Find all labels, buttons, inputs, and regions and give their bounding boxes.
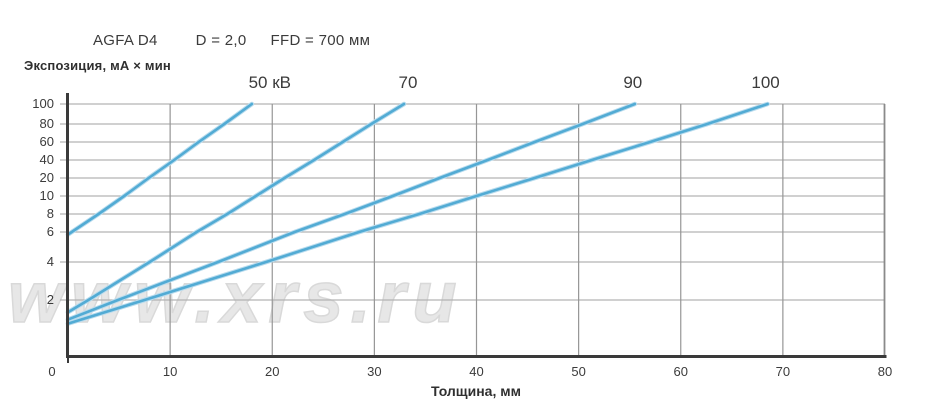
density-label: D = 2,0	[195, 32, 247, 49]
y-tick-label: 20	[39, 170, 54, 185]
chart-header: AGFA D4 D = 2,0 FFD = 700 мм	[93, 32, 370, 49]
y-tick-label: 2	[46, 292, 54, 307]
y-tick-label: 60	[39, 134, 54, 149]
film-type-label: AGFA D4	[93, 32, 158, 49]
curve-line-4	[66, 102, 769, 325]
y-axis-title: Экспозиция, мА × мин	[24, 58, 171, 73]
x-tick-label: 60	[673, 364, 688, 379]
y-tick-label: 80	[39, 116, 54, 131]
y-tick-label: 40	[39, 152, 54, 167]
curve-label-2: 70	[398, 73, 418, 92]
x-tick-label: 50	[571, 364, 586, 379]
x-tick-label: 30	[367, 364, 382, 379]
x-tick-label: 0	[48, 364, 56, 379]
curve-line-3	[66, 102, 637, 321]
x-tick-label: 70	[775, 364, 791, 379]
y-tick-label: 6	[46, 224, 54, 239]
curve-line-1	[66, 102, 254, 236]
curve-label-4: 100	[751, 73, 780, 92]
x-tick-label: 80	[877, 364, 893, 379]
curve-label-1: 50 кВ	[248, 73, 292, 92]
x-axis-title: Толщина, мм	[431, 383, 521, 399]
y-tick-label: 4	[46, 254, 54, 269]
x-tick-label: 10	[162, 364, 178, 379]
curve-line-2	[66, 102, 406, 314]
y-tick-label: 10	[39, 188, 54, 203]
curve-label-3: 90	[623, 73, 643, 92]
y-tick-label: 8	[46, 206, 54, 221]
y-tick-label: 100	[32, 96, 54, 111]
x-tick-label: 20	[265, 364, 280, 379]
x-tick-label: 40	[469, 364, 484, 379]
ffd-label: FFD = 700 мм	[270, 32, 371, 49]
